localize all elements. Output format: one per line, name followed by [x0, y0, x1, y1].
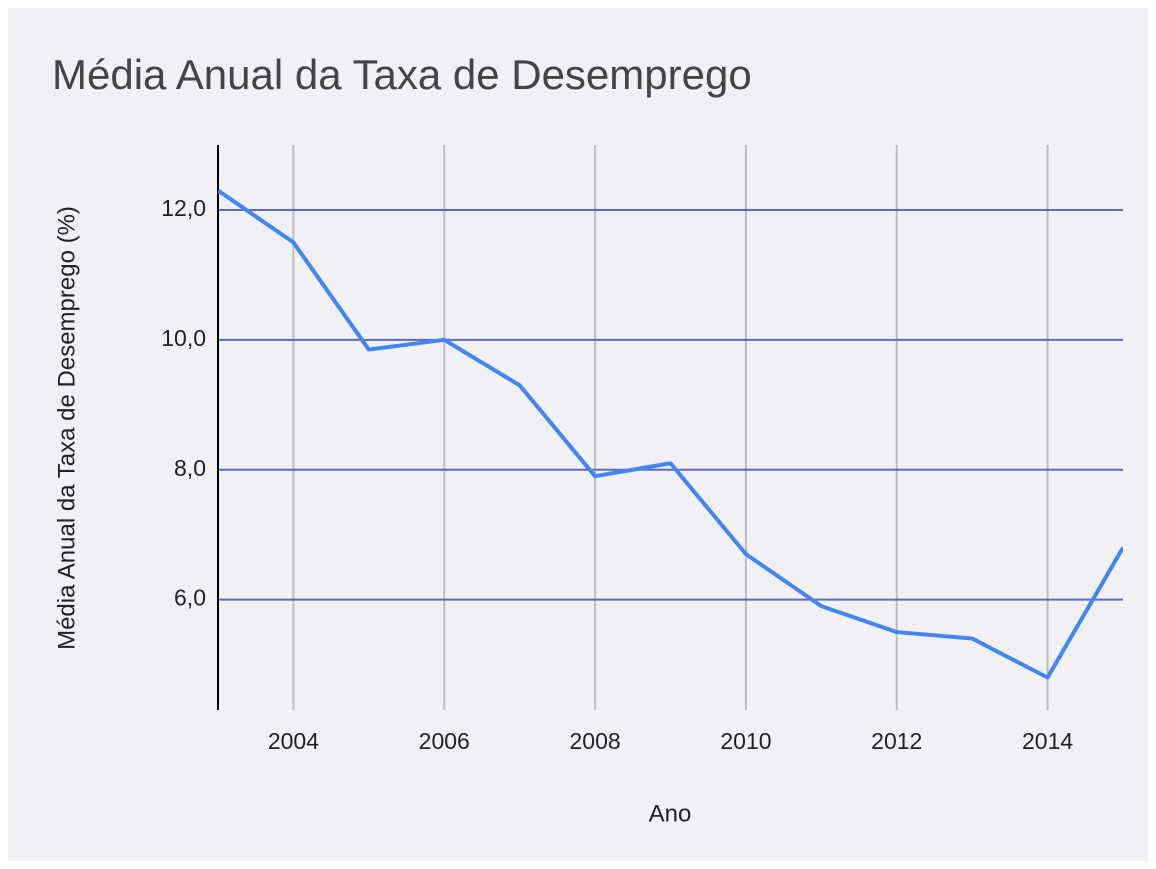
- y-tick-label: 6,0: [174, 585, 206, 611]
- x-axis-label: Ano: [649, 800, 692, 827]
- chart-title: Média Anual da Taxa de Desemprego: [52, 51, 752, 98]
- y-tick-label: 10,0: [161, 325, 206, 351]
- y-axis-label: Média Anual da Taxa de Desemprego (%): [53, 206, 80, 650]
- x-tick-label: 2004: [268, 728, 319, 754]
- y-tick-label: 8,0: [174, 455, 206, 481]
- y-tick-label: 12,0: [161, 195, 206, 221]
- x-tick-label: 2010: [720, 728, 771, 754]
- line-series: [218, 188, 1123, 680]
- x-tick-label: 2006: [419, 728, 470, 754]
- x-tick-label: 2008: [569, 728, 620, 754]
- x-tick-label: 2014: [1022, 728, 1073, 754]
- chart-background: [8, 8, 1148, 861]
- x-tick-label: 2012: [871, 728, 922, 754]
